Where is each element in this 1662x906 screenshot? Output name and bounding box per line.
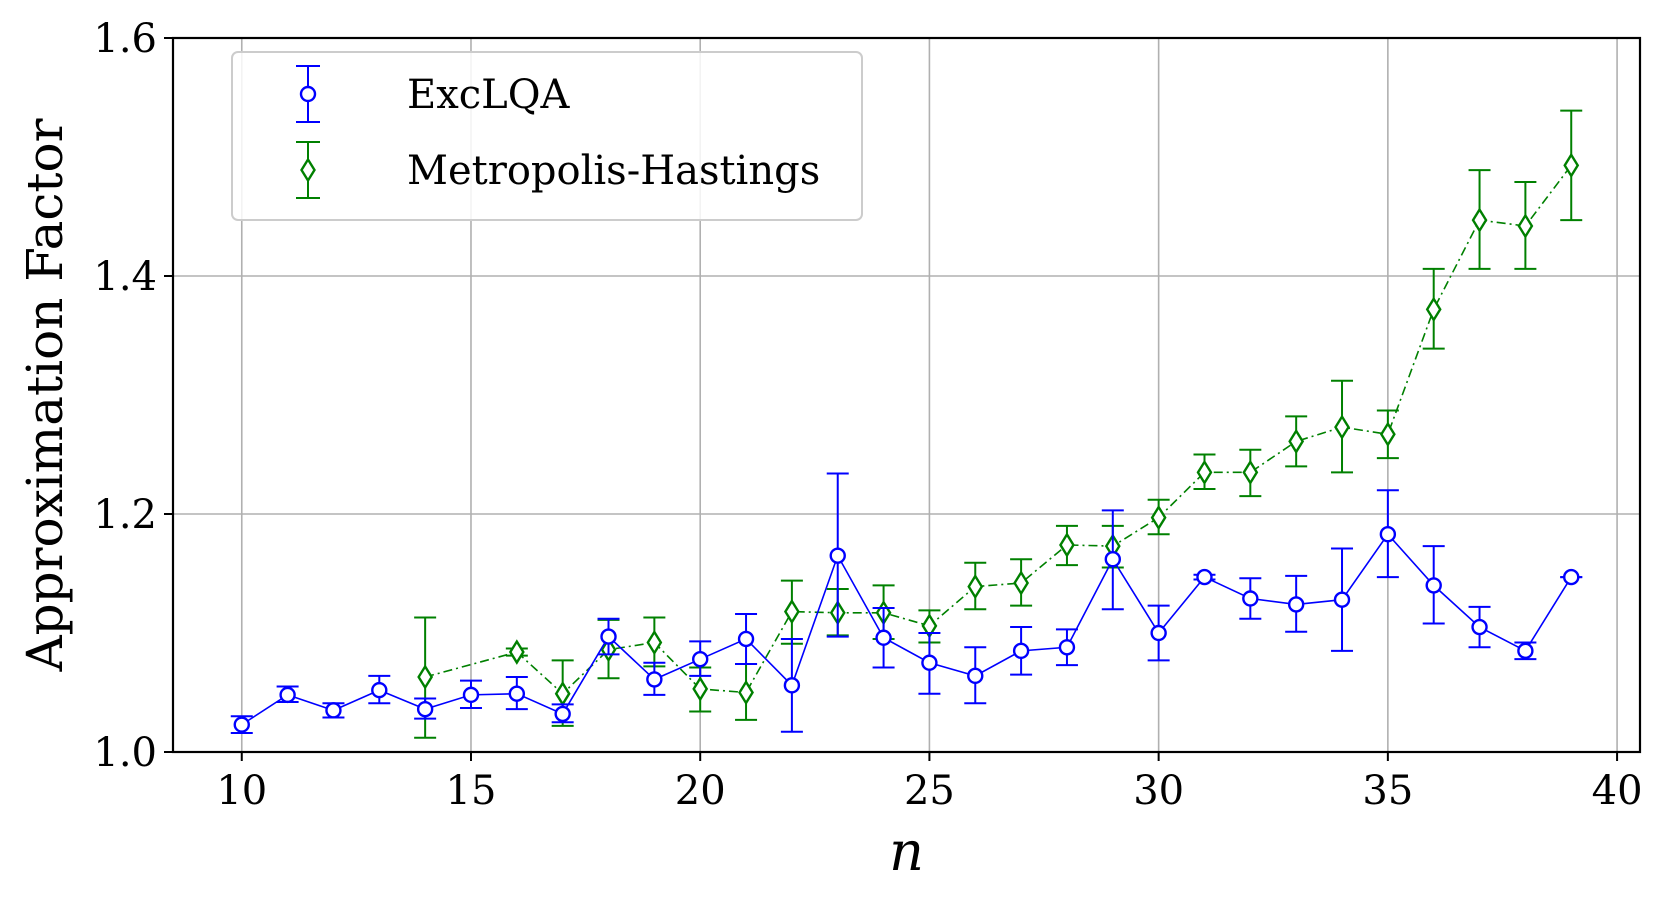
data-point — [1242, 459, 1259, 486]
data-point — [1150, 624, 1167, 642]
y-tick-label: 1.0 — [93, 730, 157, 776]
data-point — [1150, 504, 1167, 531]
data-point — [737, 630, 755, 648]
data-point — [1012, 642, 1030, 660]
data-point — [1013, 570, 1030, 596]
data-point — [417, 664, 434, 690]
x-tick-label: 40 — [1592, 768, 1643, 814]
data-point — [1563, 152, 1580, 179]
x-tick-label: 15 — [446, 768, 497, 814]
legend-marker — [299, 85, 317, 103]
legend-entries: ExcLQA Metropolis-Hastings — [296, 65, 820, 199]
data-point — [600, 628, 617, 645]
data-point — [1517, 213, 1534, 239]
x-tick-label: 30 — [1133, 768, 1184, 814]
data-point — [1104, 551, 1121, 568]
ticks: 10 15 20 25 30 35 40 1.0 1.2 1.4 1.6 — [93, 16, 1642, 814]
data-point — [829, 547, 846, 564]
data-point — [1471, 207, 1488, 233]
data-point — [1379, 526, 1397, 543]
data-point — [279, 686, 296, 704]
data-point — [1517, 642, 1534, 660]
data-point — [1059, 532, 1075, 558]
legend-marker — [300, 157, 316, 183]
data-point — [783, 598, 800, 625]
data-point — [1425, 577, 1442, 594]
data-point — [1058, 639, 1076, 656]
legend-entry: ExcLQA — [296, 65, 571, 123]
data-point — [1471, 618, 1488, 636]
y-tick-label: 1.2 — [93, 492, 157, 538]
legend: ExcLQA Metropolis-Hastings — [231, 51, 863, 221]
data-point — [783, 677, 801, 694]
data-point — [1288, 428, 1305, 455]
data-point — [1379, 421, 1396, 448]
data-point — [875, 629, 892, 646]
y-tick-label: 1.6 — [93, 16, 157, 62]
data-point — [738, 679, 754, 706]
data-point — [921, 654, 938, 671]
legend-label: Metropolis-Hastings — [407, 148, 820, 194]
data-point — [967, 667, 984, 685]
data-point — [967, 573, 984, 600]
x-tick-label: 10 — [216, 768, 267, 814]
x-tick-label: 25 — [904, 768, 955, 814]
legend-box — [231, 51, 863, 221]
data-point — [233, 716, 250, 733]
data-point — [508, 685, 526, 702]
series-layer — [230, 109, 1583, 739]
data-point — [1334, 414, 1350, 440]
series-metropolis-hastings — [414, 109, 1583, 739]
data-point — [1287, 596, 1305, 613]
data-point — [692, 650, 709, 668]
data-point — [1563, 568, 1580, 586]
data-point — [646, 671, 663, 688]
legend-entry: Metropolis-Hastings — [296, 141, 820, 199]
data-point — [1425, 296, 1442, 323]
data-point — [325, 702, 342, 719]
x-tick-label: 20 — [675, 768, 726, 814]
data-point — [1242, 590, 1259, 607]
x-tick-label: 35 — [1362, 768, 1413, 814]
data-point — [1333, 591, 1351, 608]
legend-label: ExcLQA — [407, 72, 571, 118]
data-point — [508, 639, 525, 665]
x-axis-label: n — [889, 820, 924, 883]
plot-frame — [171, 36, 1642, 754]
y-axis-label: Approximation Factor — [16, 118, 74, 672]
y-tick-label: 1.4 — [93, 254, 157, 300]
data-point — [462, 686, 480, 704]
data-point — [1196, 459, 1213, 486]
data-point — [371, 681, 388, 699]
series-exclqa — [230, 472, 1583, 734]
data-point — [554, 705, 571, 723]
data-point — [1196, 568, 1213, 586]
data-point — [692, 676, 709, 702]
data-point — [646, 629, 663, 656]
data-point — [416, 700, 434, 718]
